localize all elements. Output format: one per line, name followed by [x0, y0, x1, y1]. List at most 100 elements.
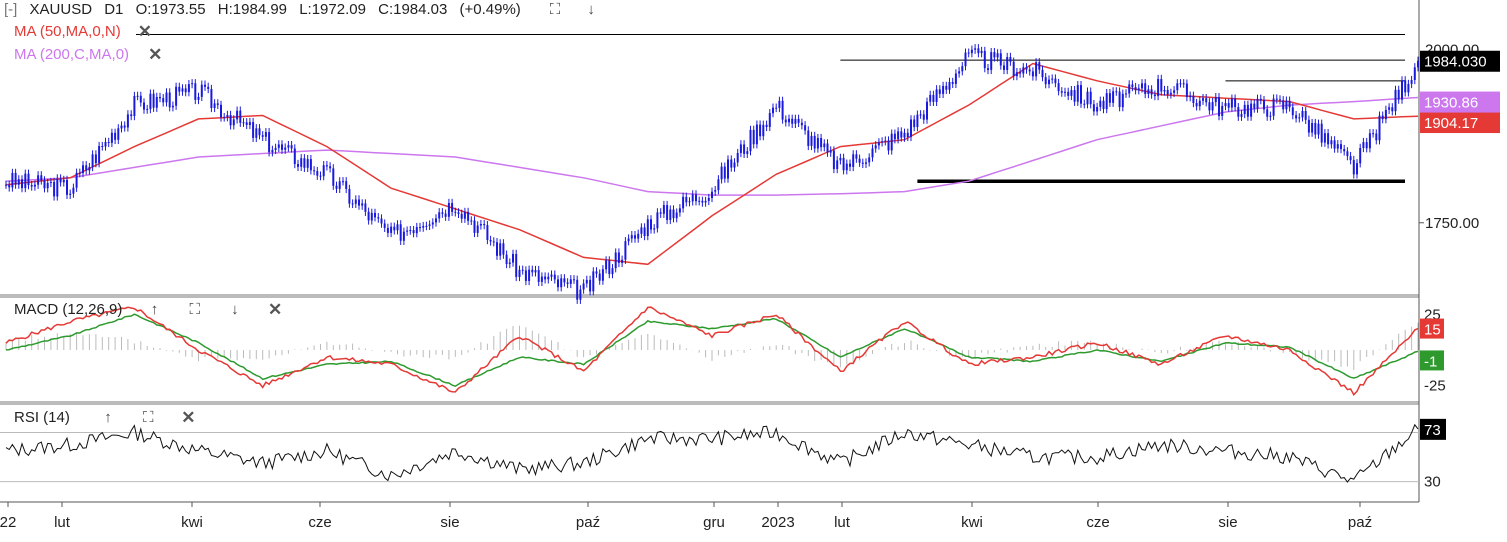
candle-body [216, 103, 219, 105]
collapse-button[interactable]: [-] [4, 1, 18, 19]
candle-body [492, 241, 495, 243]
candle-body [996, 53, 999, 58]
candle-body [1195, 103, 1198, 107]
candle-body [297, 164, 299, 167]
candle-body [855, 154, 858, 159]
candle-body [1346, 151, 1349, 157]
candle-body [261, 135, 264, 137]
ma50-close-icon[interactable]: ✕ [137, 22, 152, 42]
candle-body [794, 118, 797, 124]
macd-legend: MACD (12,26,9) ↑ ⛶ ↓ ✕ [14, 300, 283, 320]
candle-body [306, 159, 309, 168]
candle-body [560, 278, 563, 288]
candle-body [656, 212, 659, 229]
candle-body [204, 84, 206, 87]
candle-body [884, 140, 887, 142]
candle-body [1044, 77, 1047, 85]
candle-body [977, 48, 980, 54]
candle-body [614, 252, 617, 269]
candle-body [871, 148, 874, 158]
candle-body [865, 162, 867, 164]
candle-body [300, 158, 303, 167]
candle-body [56, 178, 59, 197]
candle-body [1173, 90, 1176, 93]
candle-body [531, 269, 534, 273]
macd-line [5, 306, 1419, 396]
candle-body [1031, 71, 1034, 77]
candle-body [88, 167, 91, 171]
candle-body [861, 162, 864, 164]
candle-body [17, 179, 20, 185]
candle-body [175, 86, 178, 106]
candle-body [1413, 67, 1416, 80]
candle-body [72, 187, 75, 194]
candle-body [82, 165, 84, 174]
rsi-close-icon[interactable]: ✕ [181, 408, 196, 428]
candle-body [983, 50, 986, 69]
candle-body [104, 142, 107, 147]
candle-body [117, 128, 120, 140]
candle-body [374, 212, 376, 218]
candle-body [621, 259, 624, 263]
candle-body [695, 194, 697, 202]
candle-body [1407, 83, 1410, 93]
candle-body [1323, 133, 1326, 143]
candle-body [1025, 67, 1028, 70]
candle-body [1157, 79, 1160, 97]
candle-body [1298, 117, 1301, 119]
candle-body [598, 273, 601, 281]
candle-body [566, 282, 569, 284]
candle-body [906, 132, 909, 137]
candle-body [123, 125, 126, 128]
expand-icon[interactable]: ⛶ [549, 1, 561, 19]
candle-body [1048, 79, 1050, 85]
candle-body [496, 242, 498, 256]
candle-body [515, 253, 518, 277]
expand-icon[interactable]: ⛶ [189, 301, 200, 319]
candle-body [1314, 123, 1317, 135]
candle-body [755, 124, 758, 145]
arrow-up-icon[interactable]: ↑ [150, 301, 159, 319]
candle-body [1234, 98, 1237, 108]
candle-body [409, 230, 412, 232]
candle-body [165, 92, 168, 103]
candle-body [351, 203, 354, 205]
ma200-close-icon[interactable]: ✕ [148, 45, 163, 65]
macd-close-icon[interactable]: ✕ [267, 300, 283, 320]
arrow-down-icon[interactable]: ↓ [587, 1, 595, 19]
candle-body [463, 211, 466, 219]
arrow-up-icon[interactable]: ↑ [104, 409, 112, 427]
candle-body [512, 253, 514, 263]
time-axis-label: kwi [961, 514, 983, 531]
candle-body [1083, 103, 1086, 105]
candle-body [8, 184, 11, 188]
candle-body [1198, 100, 1201, 107]
candle-body [120, 125, 123, 129]
arrow-down-icon[interactable]: ↓ [231, 301, 239, 319]
candle-body [1153, 94, 1156, 97]
candle-body [762, 124, 765, 137]
candle-body [431, 222, 434, 225]
candle-body [479, 224, 482, 226]
candle-body [33, 184, 36, 187]
candle-body [890, 133, 893, 151]
candle-body [451, 203, 454, 212]
candle-body [1282, 100, 1285, 110]
candle-body [98, 146, 101, 164]
candle-body [993, 52, 996, 58]
candle-body [682, 196, 685, 209]
candle-body [1182, 83, 1185, 85]
close-value: C:1984.03 [378, 1, 448, 19]
expand-icon[interactable]: ⛶ [142, 409, 154, 427]
candle-body [1060, 91, 1063, 93]
candle-body [1368, 133, 1371, 149]
candle-body [601, 269, 604, 281]
candle-body [1131, 84, 1134, 87]
candle-body [415, 227, 418, 234]
candle-body [1115, 91, 1118, 93]
candle-body [1073, 90, 1076, 102]
candle-body [91, 154, 94, 167]
candle-body [402, 231, 405, 241]
candle-body [877, 142, 880, 146]
macd-value-tag: 15 [1424, 322, 1441, 339]
